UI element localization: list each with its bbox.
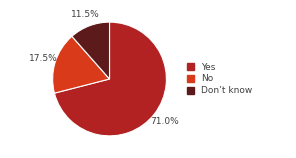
Wedge shape [53, 36, 110, 93]
Wedge shape [72, 22, 110, 79]
Text: 11.5%: 11.5% [71, 10, 99, 19]
Wedge shape [54, 22, 166, 136]
Text: 17.5%: 17.5% [29, 54, 57, 63]
Legend: Yes, No, Don’t know: Yes, No, Don’t know [185, 61, 255, 97]
Text: 71.0%: 71.0% [150, 117, 179, 126]
